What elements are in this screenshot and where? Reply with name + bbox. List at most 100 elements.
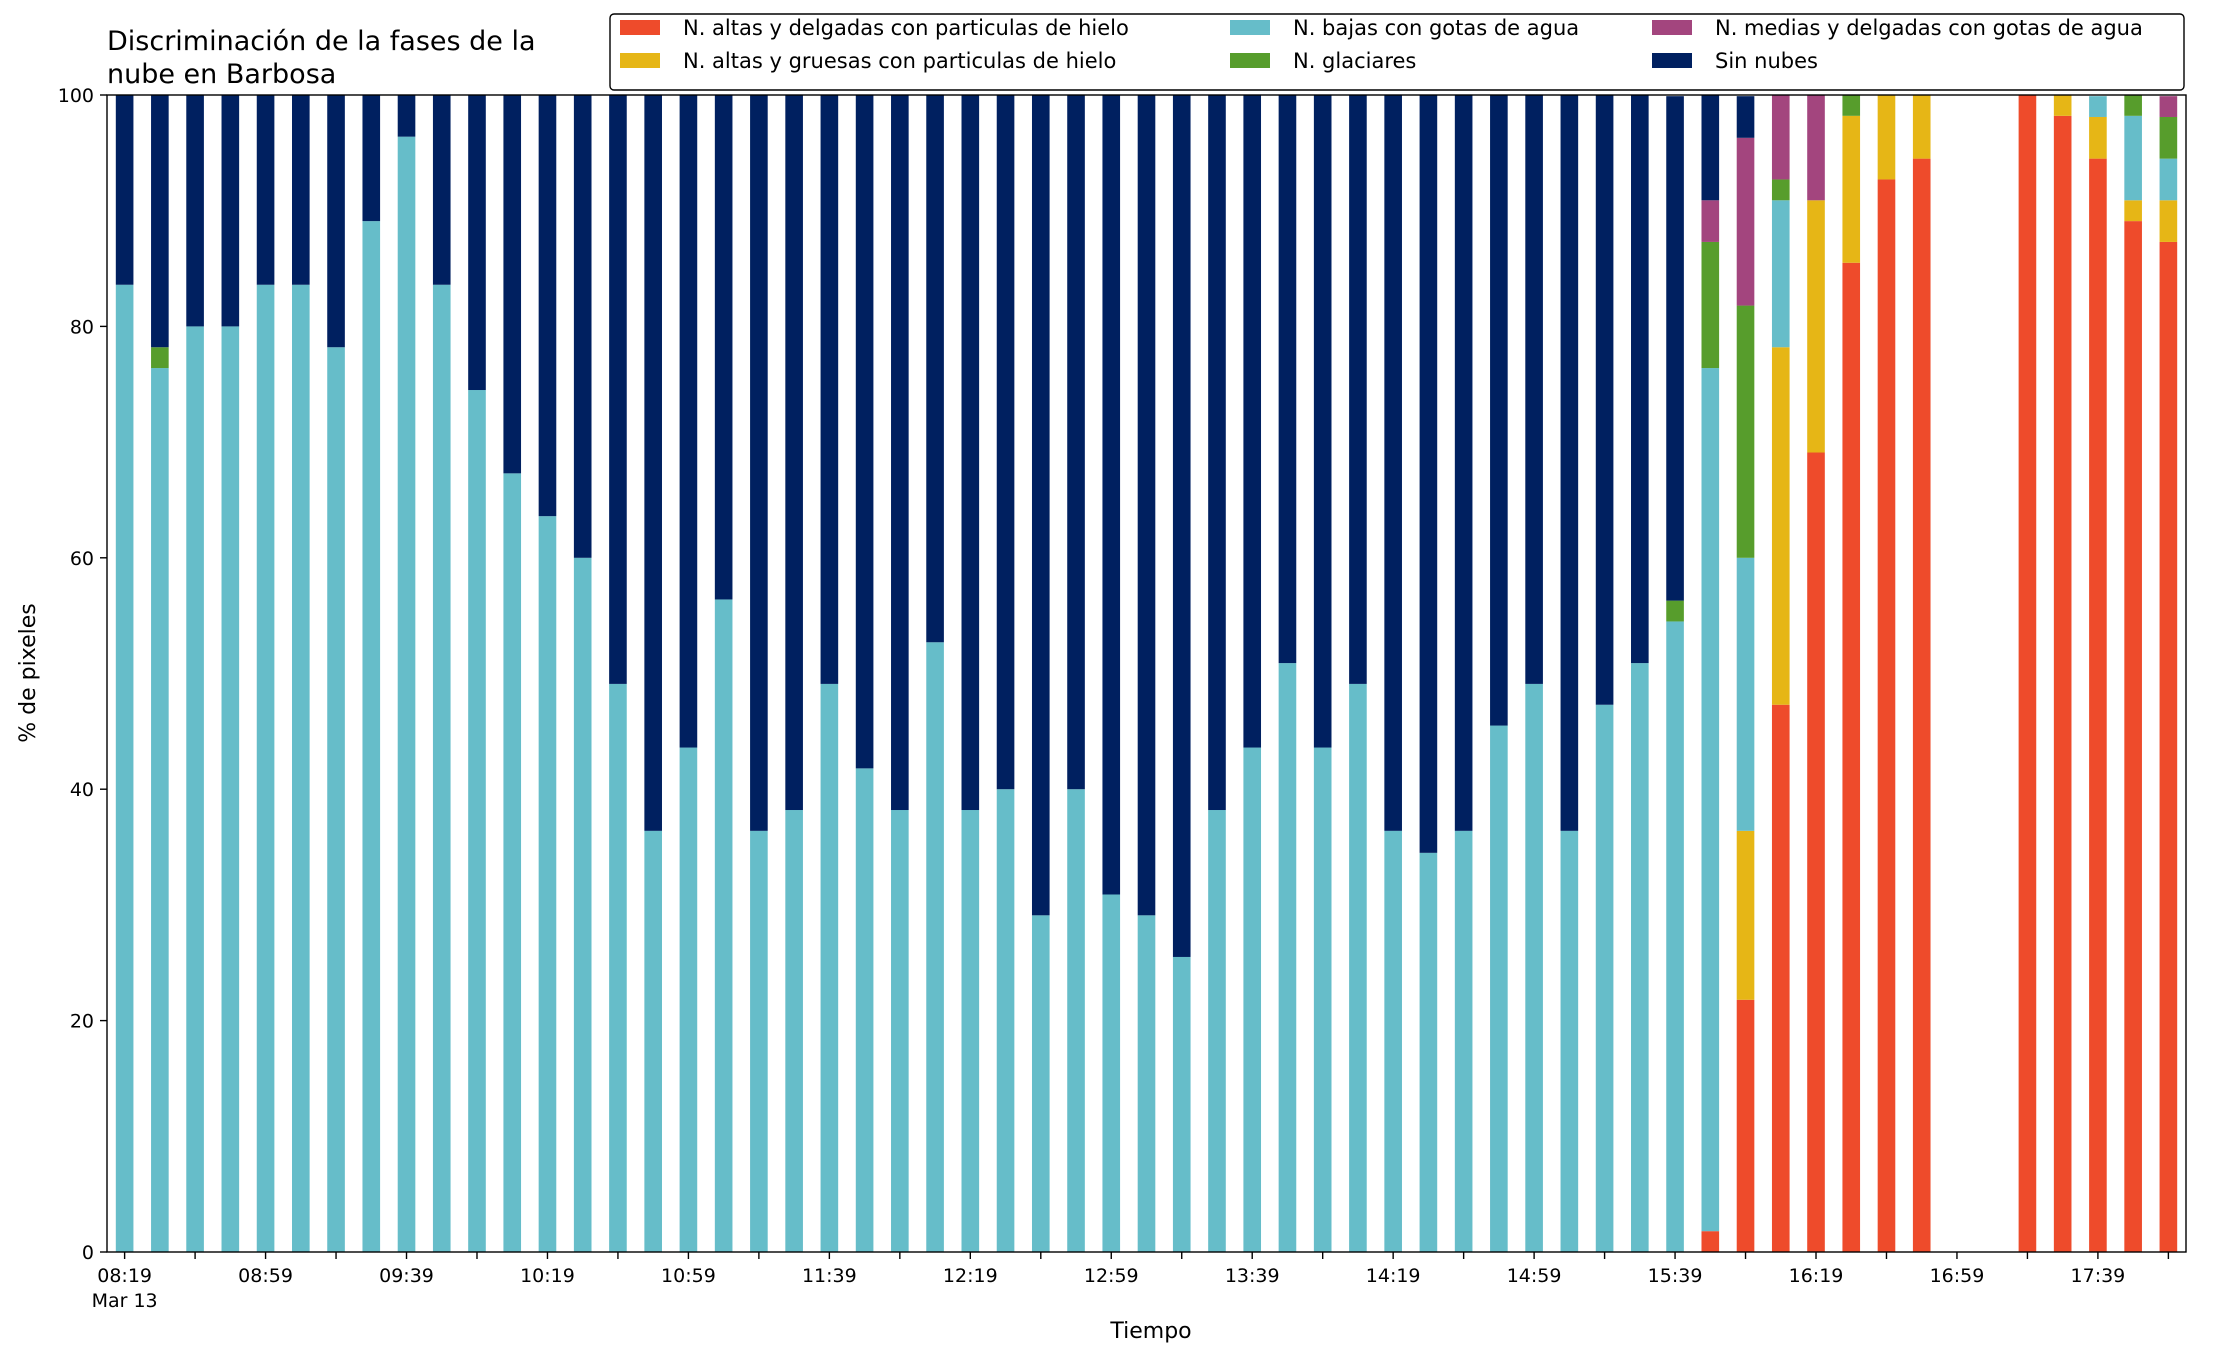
bar-segment-0-series-2 (115, 284, 134, 1252)
bar-segment-37-series-2 (1419, 852, 1438, 1252)
bar-segment-35-series-5 (1349, 95, 1367, 684)
bar-segment-39-series-2 (1490, 725, 1508, 1252)
bar-segment-6-series-5 (327, 95, 345, 348)
bar-segment-55-series-1 (2053, 95, 2072, 116)
bar-segment-47-series-2 (1771, 200, 1790, 348)
bar-segment-58-series-2 (2159, 158, 2178, 201)
bar-segment-29-series-2 (1137, 915, 1156, 1252)
bar-segment-16-series-5 (679, 95, 698, 748)
bar-segment-10-series-2 (468, 390, 486, 1252)
bar-segment-43-series-5 (1631, 95, 1649, 664)
x-tick-label: 15:39 (1648, 1265, 1703, 1287)
bar-segment-42-series-5 (1595, 95, 1614, 705)
bar-segment-17-series-5 (714, 95, 733, 600)
y-tick-label: 0 (82, 1242, 94, 1264)
x-tick-label: 16:59 (1930, 1265, 1985, 1287)
bar-segment-57-series-2 (2124, 115, 2142, 201)
bar-segment-36-series-5 (1384, 95, 1402, 831)
x-tick-label: 13:39 (1225, 1265, 1280, 1287)
bar-segment-4-series-2 (256, 284, 275, 1252)
bar-segment-38-series-2 (1454, 830, 1473, 1252)
bar-segment-40-series-5 (1525, 95, 1543, 684)
x-tick-label: 10:19 (520, 1265, 575, 1287)
bar-segment-19-series-5 (785, 95, 803, 811)
x-axis: 08:19 Mar 13 08:59 09:39 10:19 10:59 11:39 12:1… (92, 1252, 2170, 1312)
bar-segment-51-series-0 (1912, 158, 1931, 1252)
bar-segment-23-series-2 (926, 642, 944, 1252)
bar-segment-23-series-5 (926, 95, 944, 643)
legend-swatch-3 (1230, 53, 1270, 68)
bar-segment-44-series-5 (1666, 96, 1684, 601)
legend-label-4: N. medias y delgadas con gotas de agua (1715, 16, 2143, 40)
bar-segment-44-series-3 (1666, 600, 1684, 622)
x-tick-label: 12:59 (1084, 1265, 1139, 1287)
bar-segment-3-series-5 (221, 95, 240, 327)
bar-segment-45-series-3 (1701, 241, 1720, 369)
bar-segment-29-series-5 (1137, 95, 1156, 916)
bar-segment-54-series-0 (2018, 95, 2037, 1252)
bar-segment-25-series-2 (996, 789, 1015, 1252)
bar-segment-57-series-1 (2124, 200, 2142, 222)
bar-segment-44-series-2 (1666, 621, 1684, 1252)
bar-segment-13-series-2 (573, 557, 592, 1252)
bar-segment-33-series-2 (1278, 663, 1297, 1252)
bar-segment-1-series-3 (151, 347, 169, 369)
bar-segment-31-series-5 (1208, 95, 1226, 811)
bar-segment-57-series-0 (2124, 221, 2142, 1253)
bar-segment-47-series-0 (1771, 704, 1790, 1252)
bar-segment-45-series-2 (1701, 368, 1720, 1232)
bar-segment-24-series-2 (961, 810, 980, 1252)
bar-segment-5-series-2 (292, 284, 310, 1252)
bar-segment-47-series-4 (1771, 95, 1790, 180)
x-tick-label: 08:59 (238, 1265, 293, 1287)
x-axis-label: Tiempo (1109, 1319, 1191, 1344)
bar-segment-45-series-5 (1701, 95, 1720, 201)
legend-label-2: N. bajas con gotas de agua (1293, 16, 1579, 40)
bar-segment-55-series-0 (2053, 115, 2072, 1253)
bar-segment-11-series-5 (503, 95, 522, 474)
x-tick-label: 14:59 (1507, 1265, 1562, 1287)
bar-segment-16-series-2 (679, 747, 698, 1252)
bar-segment-34-series-2 (1313, 747, 1332, 1252)
legend-label-5: Sin nubes (1715, 49, 1818, 73)
bar-segment-48-series-4 (1807, 95, 1825, 201)
bar-segment-28-series-2 (1102, 894, 1121, 1252)
bar-segment-2-series-5 (186, 95, 204, 327)
bar-segment-57-series-3 (2124, 95, 2142, 116)
bar-segment-42-series-2 (1595, 704, 1614, 1252)
bar-segment-25-series-5 (996, 95, 1015, 790)
y-tick-label: 40 (70, 779, 94, 801)
bar-segment-9-series-5 (432, 95, 451, 285)
y-tick-label: 20 (70, 1011, 94, 1033)
bar-segment-5-series-5 (292, 95, 310, 285)
bar-segment-19-series-2 (785, 810, 803, 1252)
x-tick-label: 17:39 (2071, 1265, 2126, 1287)
bar-segment-56-series-1 (2089, 116, 2107, 159)
y-tick-label: 100 (58, 85, 94, 107)
x-tick-sublabel: Mar 13 (92, 1290, 158, 1312)
bar-segment-41-series-2 (1560, 830, 1579, 1252)
legend: N. altas y delgadas con particulas de hi… (609, 13, 2185, 91)
bar-segment-45-series-0 (1701, 1231, 1720, 1252)
bar-segment-26-series-5 (1031, 95, 1050, 916)
bar-segment-47-series-3 (1771, 179, 1790, 201)
bar-segment-8-series-5 (397, 95, 416, 137)
legend-swatch-0 (620, 20, 660, 35)
legend-frame (609, 13, 2185, 91)
bar-segment-49-series-0 (1842, 262, 1861, 1252)
legend-label-0: N. altas y delgadas con particulas de hi… (683, 16, 1129, 40)
bar-segment-3-series-2 (221, 326, 240, 1252)
bar-segment-39-series-5 (1490, 95, 1508, 726)
bar-segment-20-series-2 (820, 683, 839, 1252)
bar-segment-22-series-2 (891, 810, 909, 1252)
bar-segment-32-series-5 (1243, 95, 1262, 748)
bar-segment-45-series-4 (1701, 200, 1720, 242)
bar-segment-15-series-2 (644, 830, 662, 1252)
bar-segment-17-series-2 (714, 599, 733, 1252)
bar-segment-46-series-5 (1736, 96, 1755, 138)
bar-segment-49-series-1 (1842, 115, 1861, 263)
bar-segment-30-series-5 (1172, 95, 1191, 957)
bar-segment-46-series-2 (1736, 557, 1755, 831)
bar-segment-46-series-0 (1736, 999, 1755, 1252)
legend-swatch-4 (1652, 20, 1692, 35)
